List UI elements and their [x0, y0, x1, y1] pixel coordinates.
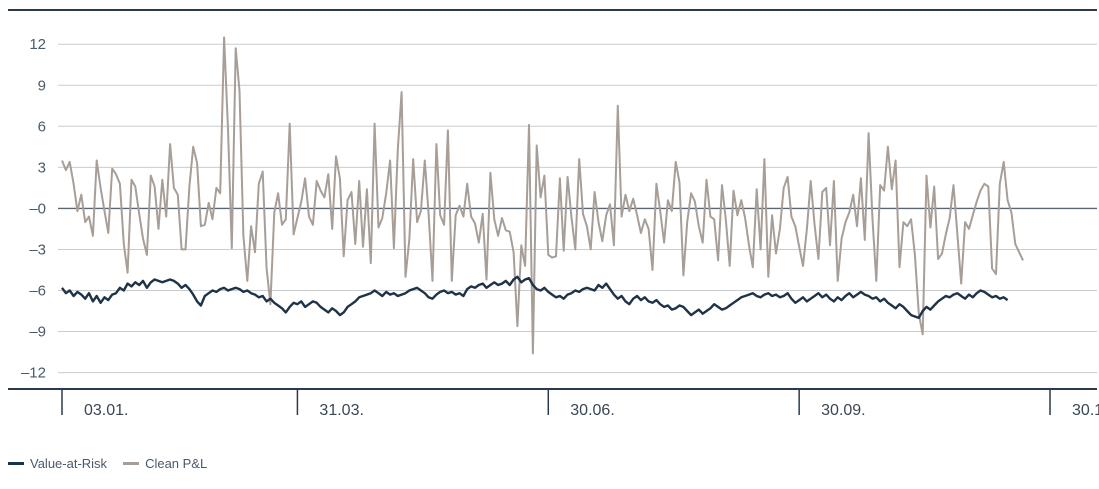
x-axis-ticks: 03.01. 31.03. 30.06. 30.09. 30.12.	[61, 389, 1099, 419]
y-tick-label: –3	[29, 241, 46, 258]
x-tick-label: 30.06.	[570, 402, 614, 419]
legend-label-pnl: Clean P&L	[145, 456, 208, 471]
series-lines	[61, 36, 1024, 355]
y-tick-label: 9	[38, 77, 46, 94]
chart-svg: 12 9 6 3 –0 –3 –6 –9 –12 03.01. 31.03. 30.06. 30.09…	[8, 9, 1099, 419]
y-tick-label: –0	[29, 200, 46, 217]
y-tick-label: 3	[38, 159, 46, 176]
x-tick-label: 30.12.	[1072, 402, 1099, 419]
legend-swatch-pnl	[123, 462, 140, 465]
legend-label-var: Value-at-Risk	[30, 456, 108, 471]
y-tick-label: 6	[38, 118, 46, 135]
legend: Value-at-Risk Clean P&L	[8, 456, 223, 471]
y-tick-label: –9	[29, 324, 46, 341]
legend-item-pnl: Clean P&L	[123, 456, 207, 471]
legend-item-var: Value-at-Risk	[8, 456, 107, 471]
legend-swatch-var	[8, 462, 24, 465]
series-line-value-at-risk	[61, 275, 1009, 320]
series-line-clean-p-l	[61, 36, 1024, 355]
y-tick-label: –6	[29, 282, 46, 299]
axes	[8, 9, 1097, 390]
y-tick-label: 12	[29, 36, 46, 53]
x-tick-label: 31.03.	[319, 402, 363, 419]
y-tick-label: –12	[21, 365, 46, 382]
y-axis-ticks: 12 9 6 3 –0 –3 –6 –9 –12	[21, 36, 46, 381]
x-tick-label: 30.09.	[821, 402, 865, 419]
x-tick-label: 03.01.	[84, 402, 128, 419]
